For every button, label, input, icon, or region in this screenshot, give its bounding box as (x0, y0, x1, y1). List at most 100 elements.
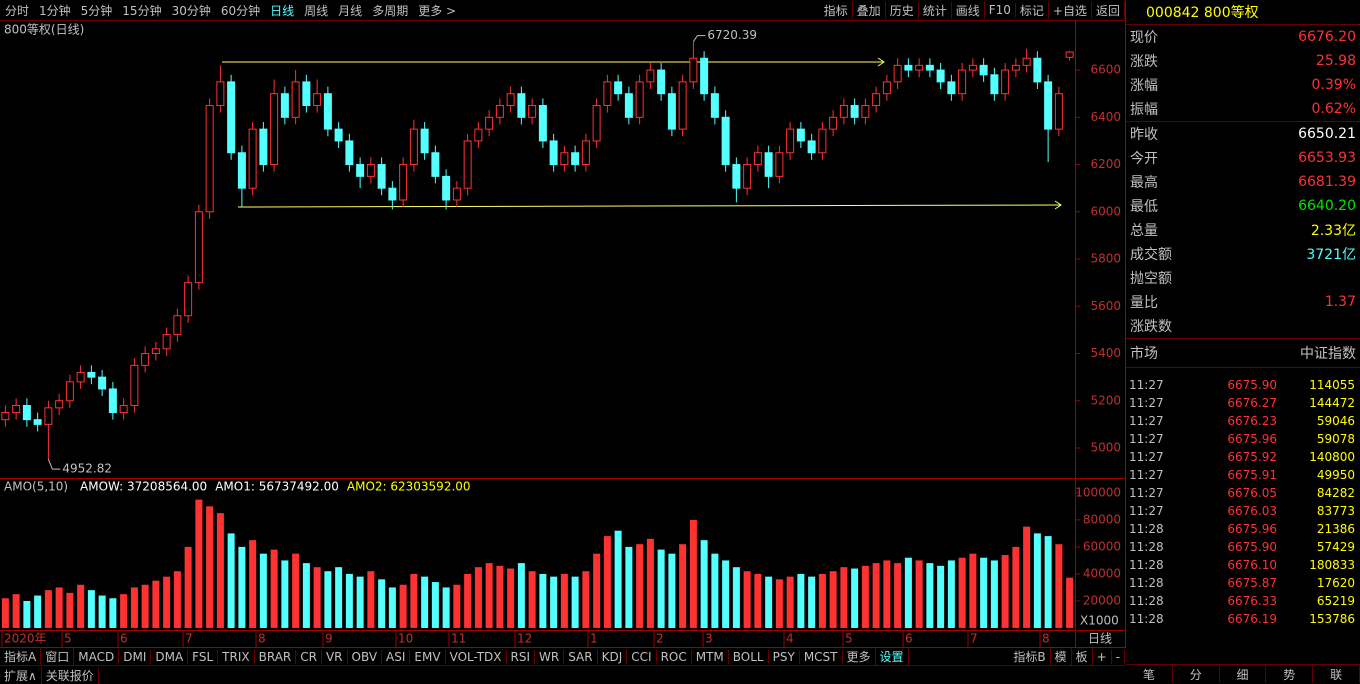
indicator-tab[interactable]: TRIX (218, 649, 255, 664)
indicator-tab[interactable]: CCI (627, 649, 657, 664)
indicator-tab[interactable]: SAR (564, 649, 598, 664)
tick-time: 11:27 (1129, 468, 1164, 482)
indicator-tab[interactable]: 窗口 (41, 648, 75, 665)
footer-tab[interactable]: 关联报价 (42, 666, 99, 684)
period-tab[interactable]: 更多 > (418, 3, 457, 18)
indicator-tab[interactable]: EMV (410, 649, 446, 664)
candle-body (227, 81, 236, 154)
volume-bar (904, 557, 912, 628)
period-tab[interactable]: 30分钟 (171, 3, 211, 18)
indicator-tab[interactable]: ROC (657, 649, 692, 664)
candle-body (1054, 93, 1063, 130)
volume-bar (109, 598, 117, 628)
volume-bar (259, 553, 267, 628)
indicator-tab[interactable]: 指标A (0, 648, 42, 665)
tab-tool[interactable]: 模 (1051, 648, 1072, 665)
indicator-tab[interactable]: CR (296, 649, 322, 664)
candle-body (700, 57, 709, 95)
indicator-tab[interactable]: PSY (769, 649, 800, 664)
indicator-tab[interactable]: FSL (188, 649, 219, 664)
tool-button[interactable]: +自选 (1049, 1, 1092, 19)
tool-button[interactable]: 历史 (886, 1, 919, 19)
candle-body (345, 140, 354, 166)
volume-bar (937, 565, 945, 628)
tool-button[interactable]: 标记 (1016, 1, 1049, 19)
indicator-tab[interactable]: VOL-TDX (446, 649, 507, 664)
indicator-tab[interactable]: BOLL (729, 649, 769, 664)
panel-tab[interactable]: 细 (1220, 665, 1267, 683)
candle-body (442, 175, 451, 201)
tick-price: 6676.03 (1227, 504, 1277, 518)
drawn-lines (222, 57, 1062, 210)
period-tab[interactable]: 分时 (5, 3, 30, 18)
indicator-tab[interactable]: WR (535, 649, 565, 664)
candle-body (216, 81, 225, 107)
indicator-tab[interactable]: BRAR (255, 649, 297, 664)
indicator-tab[interactable]: RSI (507, 649, 536, 664)
indicator-tab[interactable]: MCST (800, 649, 843, 664)
x-tick-label: 5 (64, 632, 72, 646)
candle-body (76, 371, 85, 383)
candle-body (130, 364, 139, 406)
tool-button[interactable]: F10 (985, 3, 1016, 17)
tick-price: 6676.27 (1227, 396, 1277, 410)
indicator-tab[interactable]: ASI (382, 649, 411, 664)
panel-tab[interactable]: 笔 (1126, 665, 1173, 683)
panel-tab[interactable]: 分 (1173, 665, 1220, 683)
tick-list: 11:27 6675.90 114055 11:27 6676.27 144472 11:2… (1126, 376, 1360, 628)
period-tab[interactable]: 1分钟 (39, 3, 71, 18)
indicator-tab[interactable]: KDJ (598, 649, 628, 664)
period-tab[interactable]: 15分钟 (122, 3, 162, 18)
candle-body (904, 64, 913, 71)
candle-body (979, 64, 988, 76)
volume-bar (152, 580, 160, 628)
tool-button[interactable]: 指标 (820, 1, 853, 19)
indicator-tab[interactable]: 设置 (876, 648, 909, 665)
candle-body (882, 81, 891, 95)
tick-row: 11:28 6675.96 21386 (1126, 520, 1360, 538)
tab-tool[interactable]: 指标B (1009, 648, 1051, 665)
indicator-tab[interactable]: DMI (119, 649, 152, 664)
period-tab[interactable]: 日线 (270, 3, 295, 18)
period-tab[interactable]: 周线 (304, 3, 329, 18)
volume-bar (356, 576, 364, 628)
panel-tab[interactable]: 联 (1313, 665, 1360, 683)
y-tick-label: 6400 (1090, 110, 1121, 124)
period-tab[interactable]: 月线 (338, 3, 363, 18)
indicator-tab[interactable]: MTM (692, 649, 729, 664)
volume-bar (130, 587, 138, 628)
tick-row: 11:27 6676.05 84282 (1126, 484, 1360, 502)
panel-tabs: 笔分细势联 (1126, 664, 1360, 683)
candle-body (925, 64, 934, 71)
quote-label: 现价 (1130, 30, 1158, 46)
candle-body (259, 128, 268, 166)
period-tab[interactable]: 60分钟 (220, 3, 261, 18)
tool-button[interactable]: 返回 (1092, 1, 1125, 19)
period-tab[interactable]: 5分钟 (80, 3, 113, 18)
volume-bar (689, 519, 697, 628)
x-tick-label: 9 (325, 632, 333, 646)
volume-bar (797, 573, 805, 628)
indicator-tab[interactable]: 更多 (843, 648, 876, 665)
tool-button[interactable]: 统计 (919, 1, 952, 19)
candle-body (721, 116, 730, 166)
indicator-tab[interactable]: OBV (348, 649, 383, 664)
tab-tool[interactable]: - (1112, 649, 1125, 664)
indicator-tab[interactable]: MACD (74, 649, 120, 664)
volume-bar (302, 563, 310, 628)
tool-button[interactable]: 画线 (952, 1, 985, 19)
footer-tab[interactable]: 扩展∧ (0, 666, 42, 684)
y-tick-label: 40000 (1083, 566, 1121, 580)
indicator-tab[interactable]: VR (322, 649, 348, 664)
candle-body (732, 164, 741, 189)
panel-tab[interactable]: 势 (1266, 665, 1314, 683)
tab-tool[interactable]: 板 (1072, 648, 1093, 665)
indicator-tab[interactable]: DMA (151, 649, 189, 664)
tab-tool[interactable]: + (1093, 649, 1112, 664)
x-tick-label: 3 (705, 632, 713, 646)
tool-button[interactable]: 叠加 (853, 1, 886, 19)
tick-price: 6675.92 (1227, 450, 1277, 464)
volume-bar (840, 567, 848, 628)
y-tick-label: 6000 (1090, 204, 1121, 218)
period-tab[interactable]: 多周期 (372, 3, 409, 18)
